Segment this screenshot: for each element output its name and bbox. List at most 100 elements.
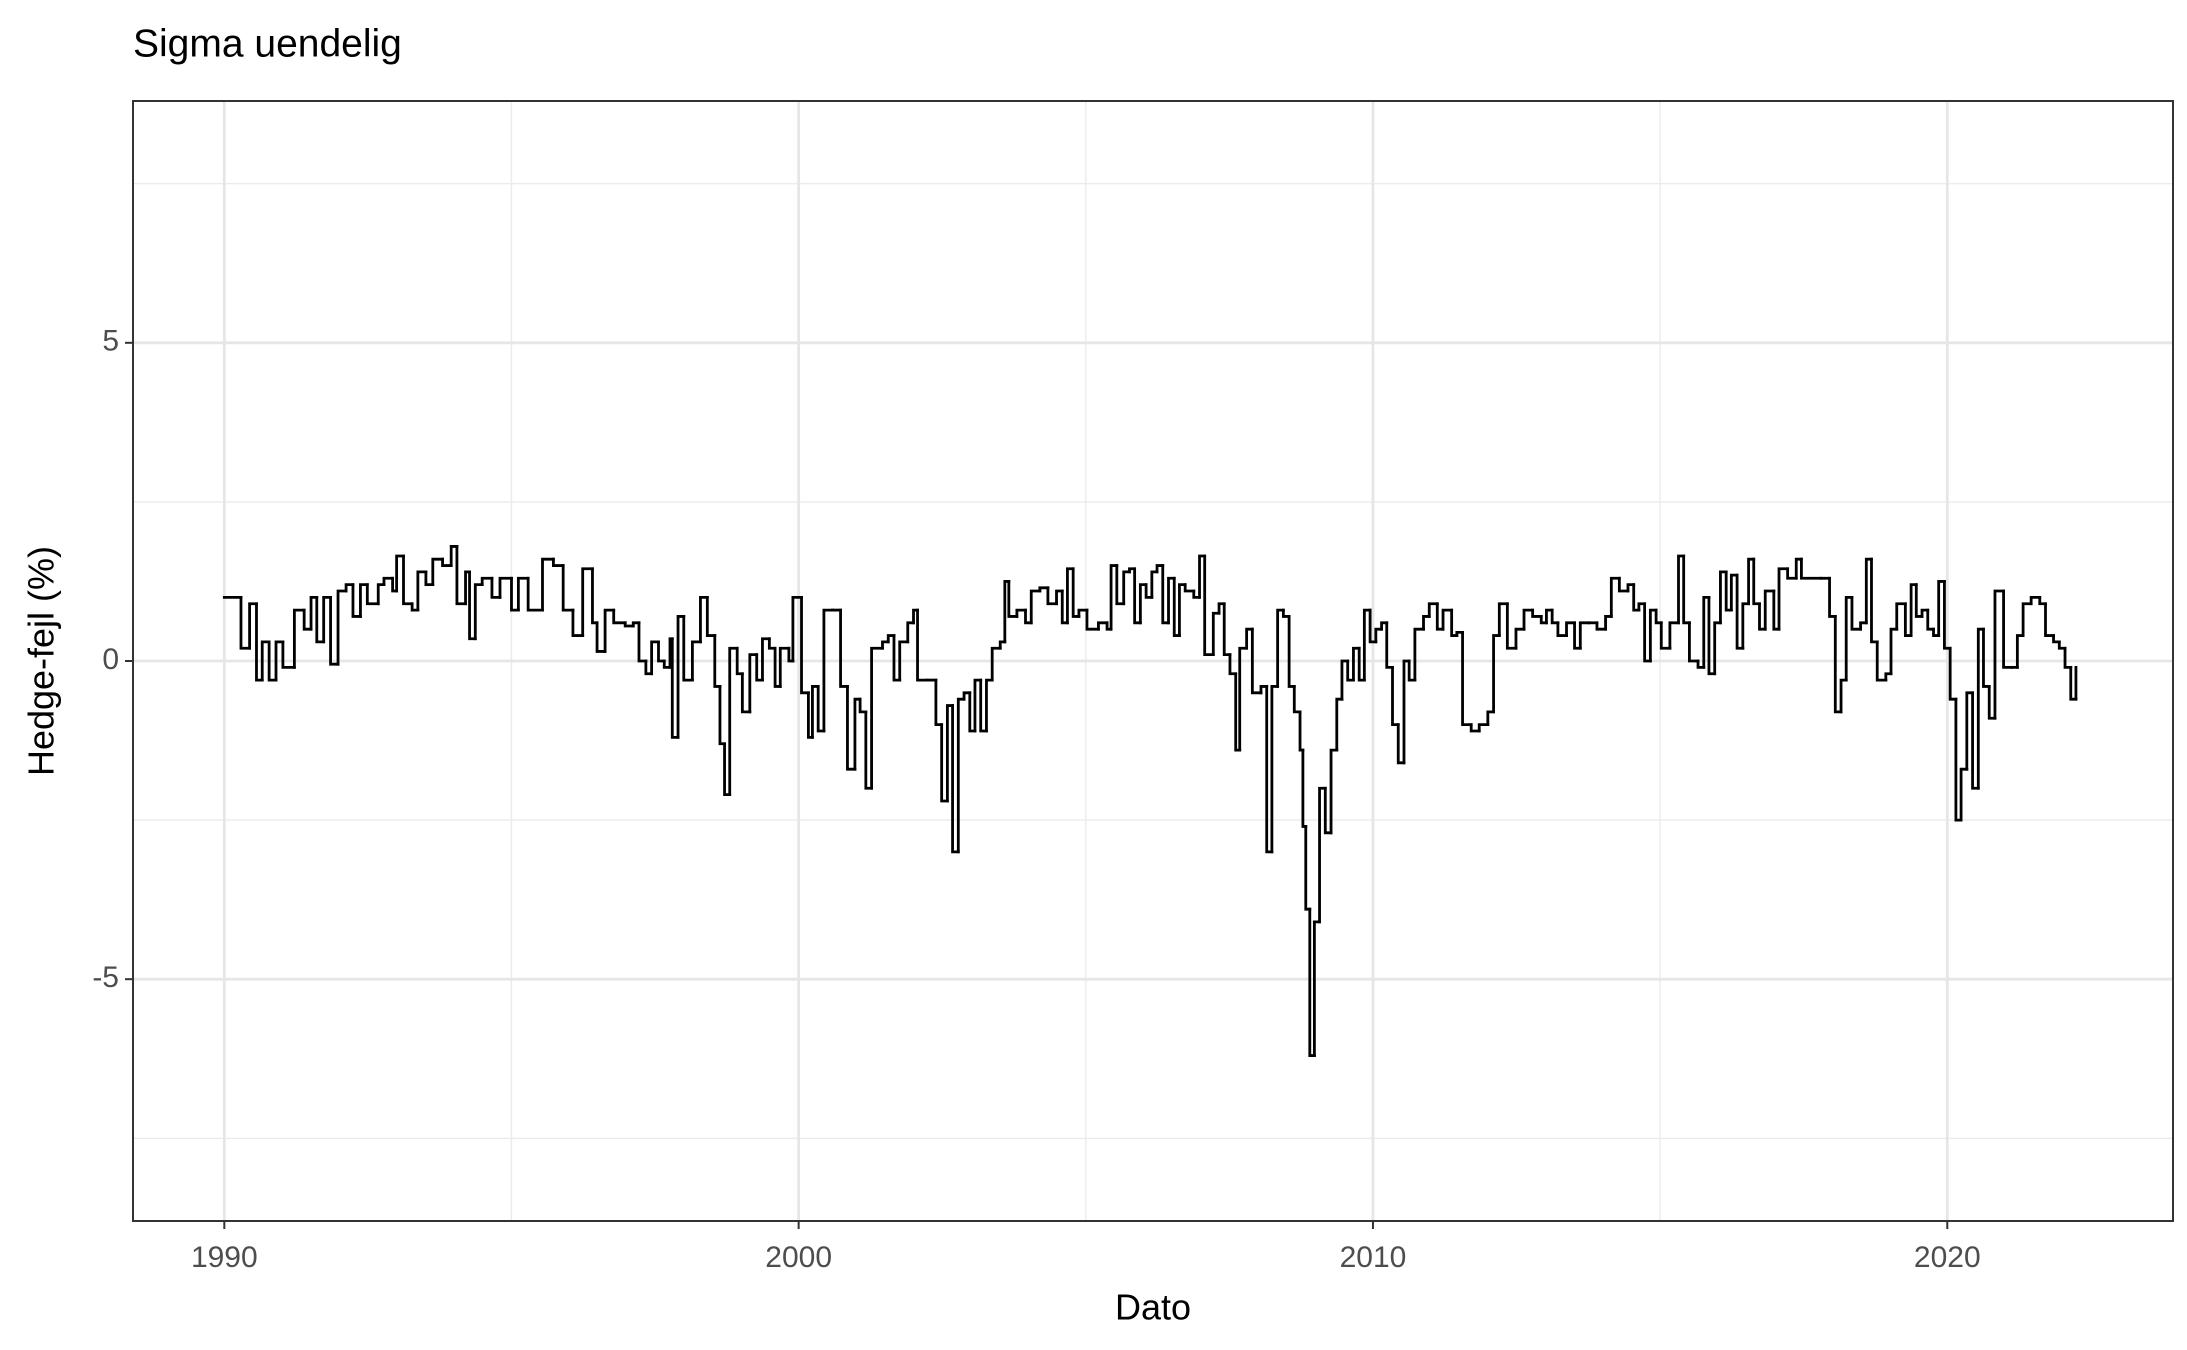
line-step — [1007, 580, 1019, 618]
line-step — [552, 557, 565, 567]
line-step — [690, 640, 702, 682]
line-step — [1172, 576, 1181, 637]
line-step — [498, 576, 513, 599]
line-step — [1875, 640, 1888, 682]
line-step — [1777, 567, 1790, 631]
line-step — [1987, 685, 1997, 720]
line-step — [1696, 659, 1706, 669]
line-step — [1228, 653, 1238, 676]
line-step — [581, 567, 594, 637]
line-step — [1556, 621, 1568, 637]
line-step — [1643, 602, 1652, 663]
line-step — [1238, 646, 1249, 752]
line-step — [791, 595, 803, 663]
line-step — [1122, 570, 1131, 606]
line-step — [1800, 557, 1823, 580]
line-step — [395, 554, 405, 593]
line-step — [1352, 646, 1361, 682]
line-step — [631, 621, 641, 628]
line-step — [1573, 621, 1582, 650]
line-step — [526, 576, 544, 612]
line-step — [1259, 685, 1269, 695]
line-step — [1346, 659, 1355, 682]
line-step — [670, 637, 680, 739]
line-step — [376, 583, 386, 606]
line-step — [292, 608, 306, 669]
line-step — [1993, 589, 2005, 720]
line-step — [979, 678, 988, 733]
line-step — [956, 697, 966, 854]
line-step — [1402, 659, 1411, 765]
line-step — [424, 570, 435, 587]
line-step — [1422, 615, 1431, 631]
line-step — [1362, 608, 1372, 682]
line-step — [755, 653, 764, 682]
line-step — [1385, 621, 1394, 669]
line-step — [595, 621, 607, 653]
line-step — [510, 576, 520, 612]
line-step — [2063, 646, 2073, 669]
line-step — [945, 704, 954, 803]
line-step — [1391, 665, 1400, 727]
line-step — [1477, 723, 1490, 733]
line-step — [1167, 576, 1176, 625]
line-step — [1461, 630, 1473, 727]
line-step — [1648, 608, 1658, 663]
line-step — [1864, 557, 1873, 625]
line-step — [1719, 570, 1728, 625]
line-step — [973, 678, 983, 733]
line-step — [1514, 627, 1526, 650]
line-step — [1308, 907, 1316, 1057]
line-step — [1178, 583, 1187, 637]
line-step — [441, 557, 453, 567]
line-step — [1884, 672, 1893, 682]
line-step — [591, 567, 599, 625]
line-step — [281, 640, 296, 669]
line-step — [1150, 570, 1159, 599]
line-step — [1318, 786, 1327, 924]
x-tick-label: 2020 — [1914, 1241, 1981, 1274]
line-step — [1038, 586, 1050, 593]
line-step — [1965, 691, 1974, 771]
line-step — [811, 685, 820, 739]
line-step — [723, 742, 732, 797]
line-step — [571, 608, 585, 637]
line-step — [1427, 602, 1439, 618]
x-tick-label: 1990 — [191, 1241, 258, 1274]
line-step — [1839, 678, 1848, 714]
line-step — [1413, 627, 1425, 682]
x-tick-label: 2000 — [765, 1241, 832, 1274]
y-axis-title: Hedge-fejl (%) — [21, 546, 62, 776]
line-step — [1828, 576, 1837, 618]
line-step — [1077, 608, 1089, 618]
line-step — [870, 646, 884, 790]
line-step — [1380, 621, 1389, 631]
line-step — [1211, 611, 1221, 657]
line-step — [1281, 608, 1291, 618]
line-step — [822, 608, 834, 733]
line-step — [1097, 621, 1109, 631]
line-step — [260, 640, 271, 682]
line-step — [2044, 602, 2055, 637]
line-step — [767, 637, 777, 650]
line-step — [846, 685, 857, 771]
line-step — [892, 634, 902, 682]
line-step — [309, 595, 319, 631]
line-step — [650, 640, 660, 676]
line-step — [705, 595, 717, 637]
line-step — [1441, 608, 1454, 631]
line-step — [1183, 583, 1196, 593]
line-step — [2038, 595, 2047, 606]
line-step — [1497, 602, 1509, 637]
line-step — [1505, 602, 1518, 650]
line-step — [1833, 615, 1843, 714]
line-step — [1632, 583, 1641, 612]
line-step — [1702, 595, 1711, 669]
line-step — [898, 640, 910, 682]
line-step — [662, 659, 672, 669]
line-step — [1724, 570, 1733, 612]
line-step — [1161, 564, 1170, 625]
line-step — [1889, 627, 1899, 676]
line-step — [1850, 595, 1862, 631]
line-step — [1550, 608, 1560, 625]
